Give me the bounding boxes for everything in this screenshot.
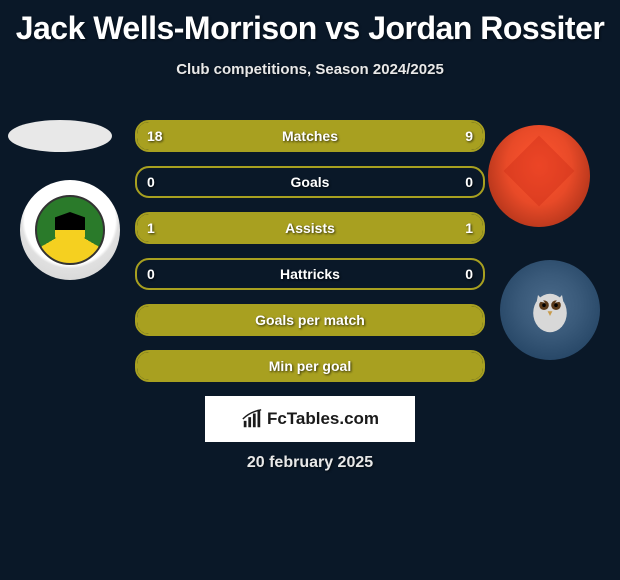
club-shield-icon: [55, 212, 85, 248]
subtitle: Club competitions, Season 2024/2025: [0, 61, 620, 78]
stat-row: 00Goals: [135, 166, 485, 198]
stat-label: Min per goal: [137, 352, 483, 380]
player1-avatar-placeholder: [8, 120, 112, 152]
stat-label: Goals per match: [137, 306, 483, 334]
stats-container: 189Matches 00Goals 11Assists 00Hattricks Goa…: [135, 120, 485, 396]
stat-label: Hattricks: [137, 260, 483, 288]
watermark: FcTables.com: [205, 396, 415, 442]
generation-date: 20 february 2025: [0, 454, 620, 472]
stat-row: Goals per match: [135, 304, 485, 336]
owl-badge-icon: [520, 280, 580, 340]
stat-label: Matches: [137, 122, 483, 150]
stat-row: 00Hattricks: [135, 258, 485, 290]
stat-row: 189Matches: [135, 120, 485, 152]
stat-label: Goals: [137, 168, 483, 196]
player1-name: Jack Wells-Morrison: [16, 10, 317, 46]
stat-row: 11Assists: [135, 212, 485, 244]
vs-label: vs: [325, 10, 360, 46]
player1-club-badge: [20, 180, 120, 280]
club-badge-inner: [35, 195, 105, 265]
player2-avatar: [488, 125, 590, 227]
stat-row: Min per goal: [135, 350, 485, 382]
watermark-text: FcTables.com: [267, 409, 379, 429]
chart-icon: [241, 408, 263, 430]
comparison-title: Jack Wells-Morrison vs Jordan Rossiter: [0, 0, 620, 47]
player2-name: Jordan Rossiter: [368, 10, 604, 46]
player2-club-badge: [500, 260, 600, 360]
stat-label: Assists: [137, 214, 483, 242]
